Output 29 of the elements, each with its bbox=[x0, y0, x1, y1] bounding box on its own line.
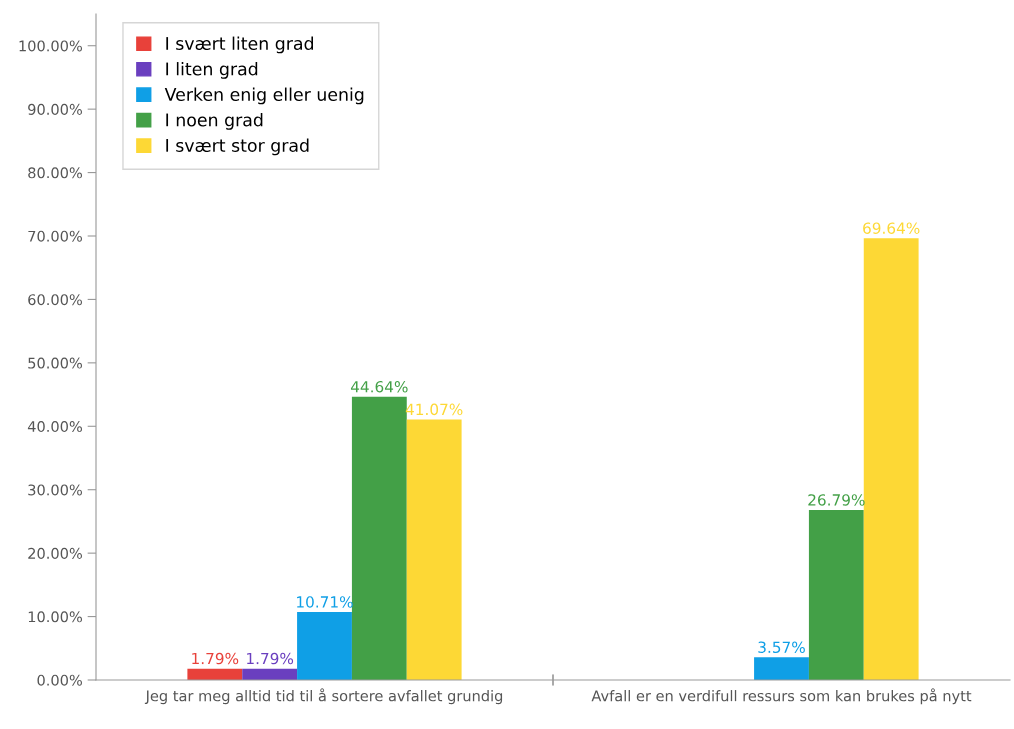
bar bbox=[754, 657, 809, 680]
y-tick-label: 40.00% bbox=[27, 421, 82, 433]
data-label: 1.79% bbox=[192, 652, 239, 665]
legend-label: Verken enig eller uenig bbox=[164, 87, 364, 105]
data-label: 3.57% bbox=[758, 641, 805, 654]
bar bbox=[863, 238, 919, 680]
y-tick-label: 100.00% bbox=[19, 40, 82, 52]
y-tick-label: 50.00% bbox=[28, 357, 82, 369]
y-tick-label: 20.00% bbox=[28, 547, 82, 559]
legend-label: I svært liten grad bbox=[166, 36, 313, 54]
legend-label: I noen grad bbox=[166, 113, 263, 130]
bar bbox=[808, 510, 864, 680]
legend-label: I svært stor grad bbox=[166, 138, 309, 156]
y-tick-label: 90.00% bbox=[28, 103, 82, 115]
data-label: 69.64% bbox=[863, 222, 920, 234]
y-tick-label: 10.00% bbox=[28, 611, 82, 623]
y-tick-label: 80.00% bbox=[28, 167, 82, 179]
bar bbox=[297, 612, 352, 680]
legend-label: I liten grad bbox=[166, 62, 258, 79]
y-tick-label: 60.00% bbox=[28, 294, 82, 306]
y-tick-label: 30.00% bbox=[28, 484, 82, 496]
bar bbox=[351, 396, 407, 680]
data-label: 44.64% bbox=[350, 380, 408, 393]
x-tick-label: Jeg tar meg alltid tid til å sortere avfallet grundig bbox=[144, 688, 503, 705]
y-tick-label: 70.00% bbox=[28, 230, 82, 242]
bar bbox=[406, 419, 462, 680]
y-tick-label: 0.00% bbox=[37, 674, 82, 686]
data-label: 1.79% bbox=[247, 652, 294, 665]
x-tick-label: Avfall er en verdifull ressurs som kan brukes på nytt bbox=[591, 688, 972, 705]
